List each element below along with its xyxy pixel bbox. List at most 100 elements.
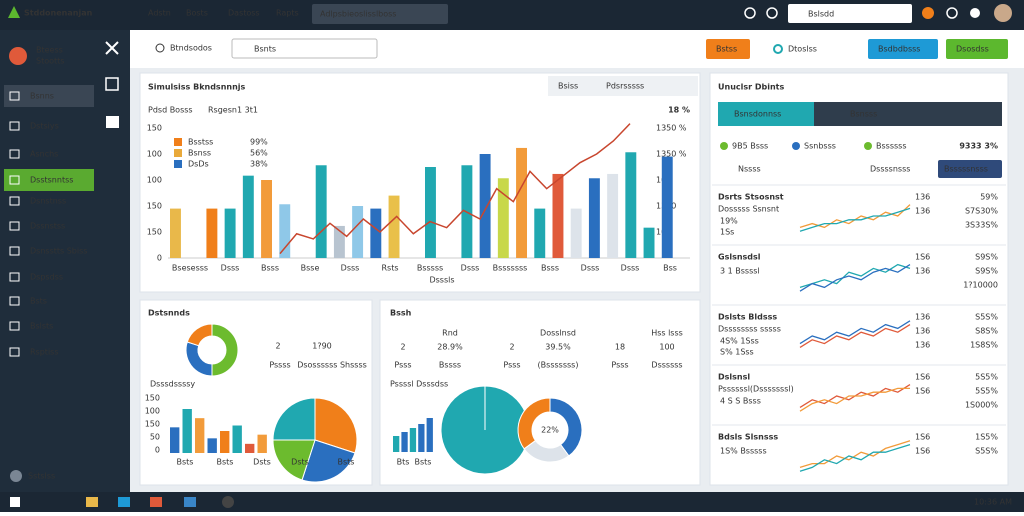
- row-value: S9S%: [975, 253, 998, 262]
- home-icon[interactable]: [744, 7, 756, 19]
- row-title: Gslsnsdsl: [718, 253, 761, 262]
- nav-item[interactable]: Dstsiys: [30, 122, 59, 131]
- row-tick: 136: [915, 313, 930, 322]
- row-stat: 1S% Bsssss: [720, 447, 767, 456]
- stat-value: 2: [275, 342, 280, 351]
- nav-item[interactable]: Bsts: [30, 297, 47, 306]
- row-stat: 19%: [720, 217, 738, 226]
- bar: [232, 425, 242, 453]
- sparkline: [799, 443, 911, 472]
- x-axis-label: Dsssls: [429, 276, 454, 285]
- taskbar-app[interactable]: [118, 497, 130, 507]
- start-button[interactable]: [10, 497, 20, 507]
- bar: [497, 178, 509, 258]
- y2-tick-label: 10: [656, 176, 666, 185]
- button-label[interactable]: Bsssssnsss: [944, 165, 988, 174]
- nav-active: [4, 169, 94, 191]
- nav-icon: [9, 149, 20, 159]
- row-tick: 1S6: [915, 387, 930, 396]
- taskbar-app[interactable]: [150, 497, 162, 507]
- nav-item[interactable]: Dsnsstts Sbiss: [30, 247, 87, 256]
- taskbar: [0, 492, 1024, 512]
- close-icon[interactable]: [105, 41, 119, 55]
- avatar[interactable]: [994, 4, 1012, 22]
- x-tick-label: Bss: [663, 264, 677, 273]
- nav-item[interactable]: Dssnstss: [30, 222, 65, 231]
- button-label[interactable]: Dtoslss: [788, 45, 817, 54]
- taskbar-app[interactable]: [222, 496, 234, 508]
- menu-item[interactable]: Adstn: [148, 9, 171, 18]
- x-tick-label: Bts: [397, 458, 410, 467]
- button-label[interactable]: Dsosdss: [956, 45, 989, 54]
- org-name: Bteess: [36, 46, 63, 55]
- tab[interactable]: Bsiss: [558, 82, 578, 91]
- row-tick: 136: [915, 267, 930, 276]
- bar: [643, 227, 655, 258]
- notify-icon[interactable]: [922, 7, 934, 19]
- bell-icon[interactable]: [970, 8, 980, 18]
- icon[interactable]: [106, 116, 119, 128]
- bar: [170, 208, 181, 258]
- legend-label: Ssnbsss: [804, 142, 836, 151]
- row-stat: 4 S S Bsss: [720, 397, 761, 406]
- tab[interactable]: [814, 102, 1002, 126]
- tab-active[interactable]: [718, 102, 814, 126]
- bar: [207, 438, 217, 453]
- nav-icon: [9, 296, 20, 306]
- row-tick: 1S6: [915, 253, 930, 262]
- button[interactable]: [938, 160, 1002, 178]
- select[interactable]: [231, 38, 378, 59]
- icon[interactable]: [105, 77, 119, 91]
- x-tick-label: Bsts: [338, 458, 355, 467]
- bar: [279, 204, 291, 258]
- taskbar-app[interactable]: [86, 497, 98, 507]
- tab-label[interactable]: Bsnsss: [850, 110, 877, 119]
- button-label[interactable]: Bsdbdbsss: [878, 45, 920, 54]
- menu-item[interactable]: Dastoss: [228, 9, 260, 18]
- taskbar-app[interactable]: [184, 497, 196, 507]
- bar: [409, 428, 417, 452]
- row-value: 5S5%: [975, 387, 998, 396]
- button[interactable]: [706, 39, 750, 59]
- bar: [170, 427, 180, 453]
- stat-value: 100: [659, 343, 674, 352]
- row-title: Dslsts Bldsss: [718, 313, 777, 322]
- nav-item[interactable]: Rsptiss: [30, 348, 59, 357]
- search-box[interactable]: [788, 4, 912, 23]
- button[interactable]: [868, 39, 938, 59]
- bar: [588, 178, 600, 258]
- x-tick-label: Bsss: [541, 264, 559, 273]
- tab-label[interactable]: Bsnsdonnss: [734, 110, 781, 119]
- dropdown[interactable]: [312, 4, 448, 24]
- nav-icon: [9, 246, 20, 256]
- x-tick-label: Dsss: [341, 264, 360, 273]
- button-label[interactable]: Bstss: [716, 45, 737, 54]
- menu-item[interactable]: Bosts: [186, 9, 208, 18]
- legend-label: Bsnss: [188, 149, 211, 158]
- nav-item[interactable]: Dsstsnntss: [30, 176, 73, 185]
- nav-icon: [9, 196, 20, 206]
- nav-item[interactable]: Bslsts: [30, 322, 53, 331]
- nav-item[interactable]: Dspsdss: [30, 273, 63, 282]
- sparkline: [799, 387, 910, 412]
- bar: [370, 208, 382, 258]
- row-value: S7S30%: [965, 207, 998, 216]
- button[interactable]: [770, 39, 860, 59]
- settings-icon[interactable]: [946, 7, 958, 19]
- subtitle: Pdsd Bosss: [148, 106, 193, 115]
- row-title: Dslsnsl: [718, 373, 750, 382]
- user-icon[interactable]: [766, 7, 778, 19]
- button[interactable]: [946, 39, 1008, 59]
- nav-item[interactable]: Asnchs: [30, 150, 58, 159]
- nav-item[interactable]: Bsnns: [30, 92, 54, 101]
- menu-item[interactable]: Rapts: [276, 9, 299, 18]
- legend-dot: [720, 142, 728, 150]
- nav-icon: [9, 121, 20, 131]
- legend-value: 56%: [250, 149, 268, 158]
- tab[interactable]: Pdsrsssss: [606, 82, 644, 91]
- org-logo: [9, 47, 27, 65]
- bar: [333, 225, 345, 258]
- nav-item[interactable]: Dsnstnss: [30, 197, 66, 206]
